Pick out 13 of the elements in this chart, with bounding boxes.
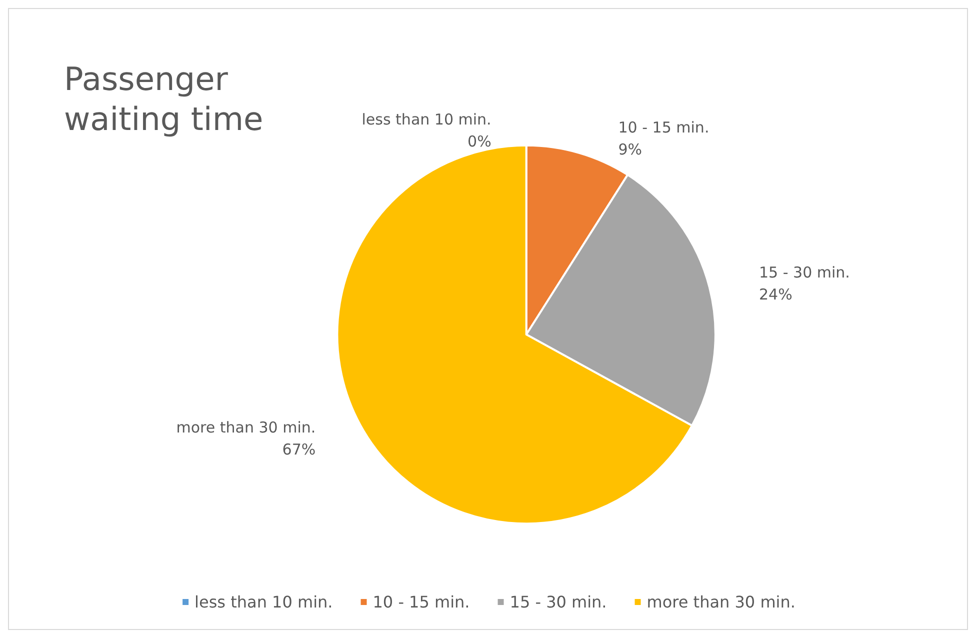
data-label: 9% bbox=[618, 140, 642, 159]
legend-label: 10 - 15 min. bbox=[372, 592, 470, 612]
legend-label: more than 30 min. bbox=[646, 592, 796, 612]
slice-label: more than 30 min. bbox=[176, 418, 316, 436]
slice-label: 15 - 30 min. bbox=[759, 264, 850, 282]
chart-title: Passenger waiting time bbox=[64, 60, 264, 138]
category-label: less than 10 min. bbox=[362, 110, 492, 128]
legend-label: 15 - 30 min. bbox=[510, 592, 607, 612]
slice-label: 10 - 15 min. bbox=[618, 118, 710, 137]
text: 0% bbox=[468, 132, 492, 150]
data-label: 67% bbox=[282, 440, 316, 458]
legend-label: less than 10 min. bbox=[194, 592, 333, 612]
data-label: 24% bbox=[759, 286, 792, 304]
